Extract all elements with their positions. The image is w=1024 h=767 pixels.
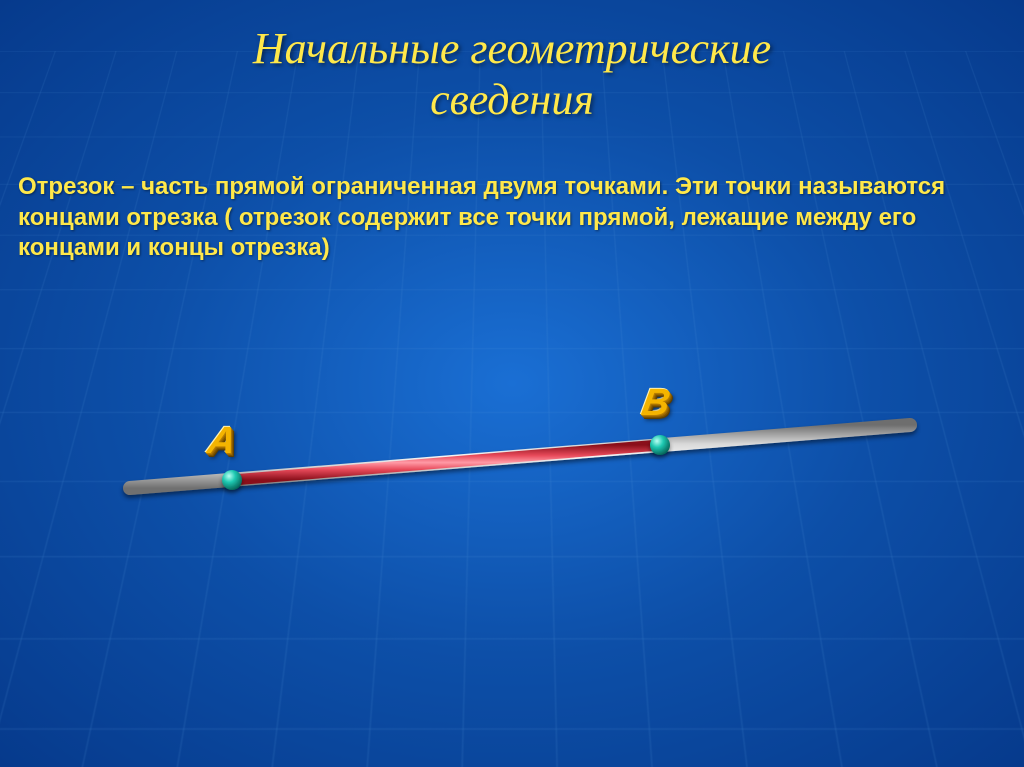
point-a — [222, 470, 242, 490]
segment-ab — [232, 445, 660, 480]
label-a: А — [204, 420, 240, 463]
label-b: В — [638, 382, 674, 425]
segment-diagram: А В — [0, 380, 1024, 620]
title-line-2: сведения — [430, 75, 594, 124]
point-b — [650, 435, 670, 455]
background-grid — [0, 51, 1024, 767]
slide-title: Начальные геометрические сведения — [0, 24, 1024, 125]
diagram-svg — [0, 380, 1024, 620]
definition-text: Отрезок – часть прямой ограниченная двум… — [18, 172, 996, 264]
line-infinite — [130, 425, 910, 488]
title-line-1: Начальные геометрические — [253, 24, 771, 73]
